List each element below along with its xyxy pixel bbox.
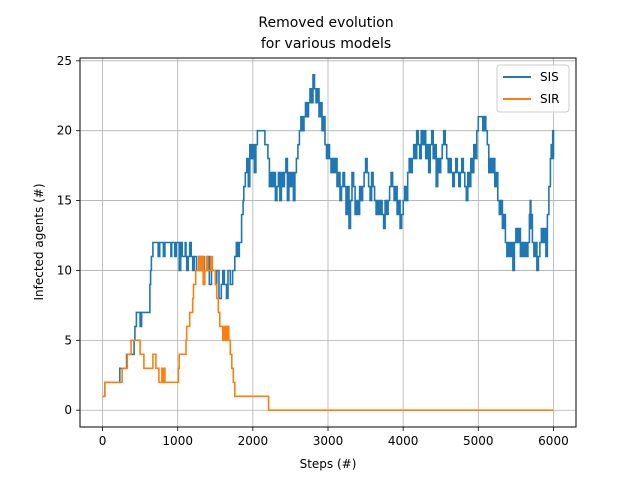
x-tick-label: 2000 [238,434,269,448]
legend: SIS SIR [496,64,570,113]
x-axis-label: Steps (#) [300,457,357,471]
axis-ticks: 0 1000 2000 3000 4000 5000 6000 0 5 10 15 20 25 [57,54,569,448]
legend-label-sis: SIS [540,70,559,84]
y-tick-label: 15 [57,194,72,208]
y-tick-label: 25 [57,54,72,68]
x-tick-label: 3000 [313,434,344,448]
series-line-sir [102,255,554,411]
y-axis-label: Infected agents (#) [32,183,46,300]
x-tick-label: 1000 [162,434,193,448]
x-tick-label: 0 [99,434,107,448]
y-tick-label: 5 [64,333,72,347]
chart-title-line-1: Removed evolution [258,15,393,31]
y-tick-label: 0 [64,403,72,417]
x-tick-label: 4000 [388,434,419,448]
legend-label-sir: SIR [540,92,560,106]
x-tick-label: 6000 [538,434,569,448]
y-tick-label: 20 [57,124,72,138]
series-layer [102,74,555,411]
chart-title-line-2: for various models [261,36,391,52]
x-tick-label: 5000 [463,434,494,448]
y-tick-label: 10 [57,263,72,277]
